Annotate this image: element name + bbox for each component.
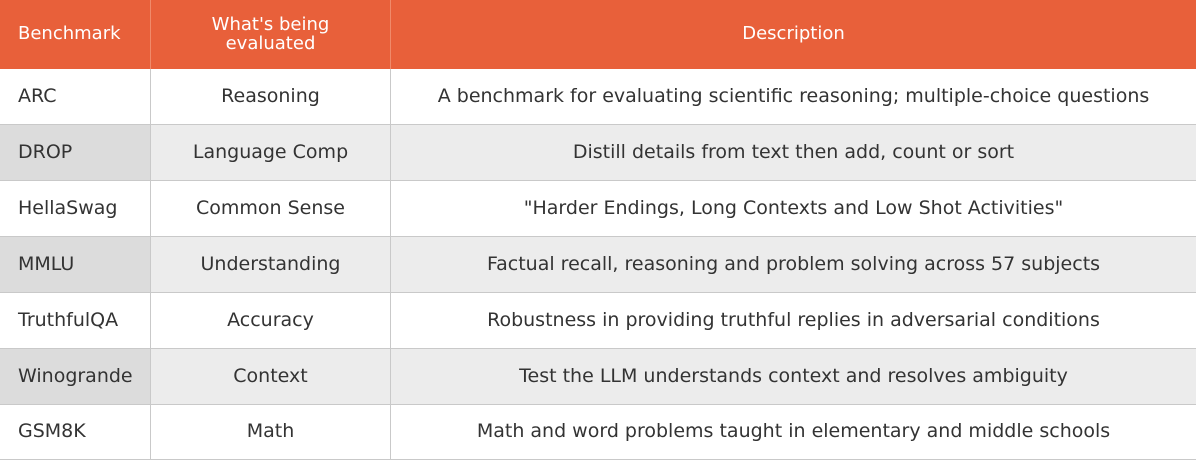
table-row: HellaSwag Common Sense "Harder Endings, …	[0, 181, 1196, 237]
table-header-row: Benchmark What's being evaluated Descrip…	[0, 0, 1196, 69]
benchmark-cell: Winogrande	[0, 349, 151, 404]
benchmark-cell: MMLU	[0, 237, 151, 292]
header-description: Description	[742, 23, 845, 45]
header-evaluated-line1: What's being	[211, 13, 330, 35]
table-row: DROP Language Comp Distill details from …	[0, 125, 1196, 181]
evaluated-cell: Language Comp	[151, 125, 391, 180]
header-benchmark: Benchmark	[0, 0, 151, 69]
benchmark-cell: GSM8K	[0, 405, 151, 459]
evaluated-cell: Reasoning	[151, 69, 391, 124]
evaluated-cell: Understanding	[151, 237, 391, 292]
description-cell: "Harder Endings, Long Contexts and Low S…	[391, 181, 1196, 236]
benchmark-cell: TruthfulQA	[0, 293, 151, 348]
table-row: MMLU Understanding Factual recall, reaso…	[0, 237, 1196, 293]
header-evaluated-line2: evaluated	[225, 32, 316, 54]
benchmark-cell: ARC	[0, 69, 151, 124]
header-evaluated: What's being evaluated	[151, 0, 391, 69]
benchmark-cell: HellaSwag	[0, 181, 151, 236]
description-cell: Math and word problems taught in element…	[391, 405, 1196, 459]
evaluated-cell: Context	[151, 349, 391, 404]
table-row: ARC Reasoning A benchmark for evaluating…	[0, 69, 1196, 125]
description-cell: Distill details from text then add, coun…	[391, 125, 1196, 180]
evaluated-cell: Common Sense	[151, 181, 391, 236]
description-cell: A benchmark for evaluating scientific re…	[391, 69, 1196, 124]
description-cell: Factual recall, reasoning and problem so…	[391, 237, 1196, 292]
table-row: GSM8K Math Math and word problems taught…	[0, 405, 1196, 460]
benchmark-cell: DROP	[0, 125, 151, 180]
description-cell: Test the LLM understands context and res…	[391, 349, 1196, 404]
evaluated-cell: Accuracy	[151, 293, 391, 348]
table-row: Winogrande Context Test the LLM understa…	[0, 349, 1196, 405]
description-cell: Robustness in providing truthful replies…	[391, 293, 1196, 348]
table-row: TruthfulQA Accuracy Robustness in provid…	[0, 293, 1196, 349]
evaluated-cell: Math	[151, 405, 391, 459]
